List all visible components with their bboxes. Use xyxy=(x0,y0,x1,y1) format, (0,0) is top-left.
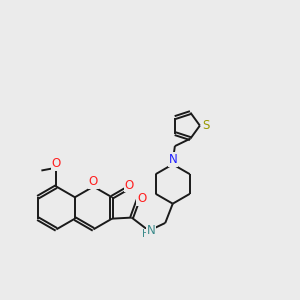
Text: N: N xyxy=(147,224,156,237)
Text: O: O xyxy=(137,192,146,205)
Text: N: N xyxy=(169,153,177,166)
Text: O: O xyxy=(124,179,134,192)
Text: O: O xyxy=(52,158,61,170)
Text: O: O xyxy=(89,175,98,188)
Text: S: S xyxy=(202,119,209,132)
Text: H: H xyxy=(142,230,149,239)
